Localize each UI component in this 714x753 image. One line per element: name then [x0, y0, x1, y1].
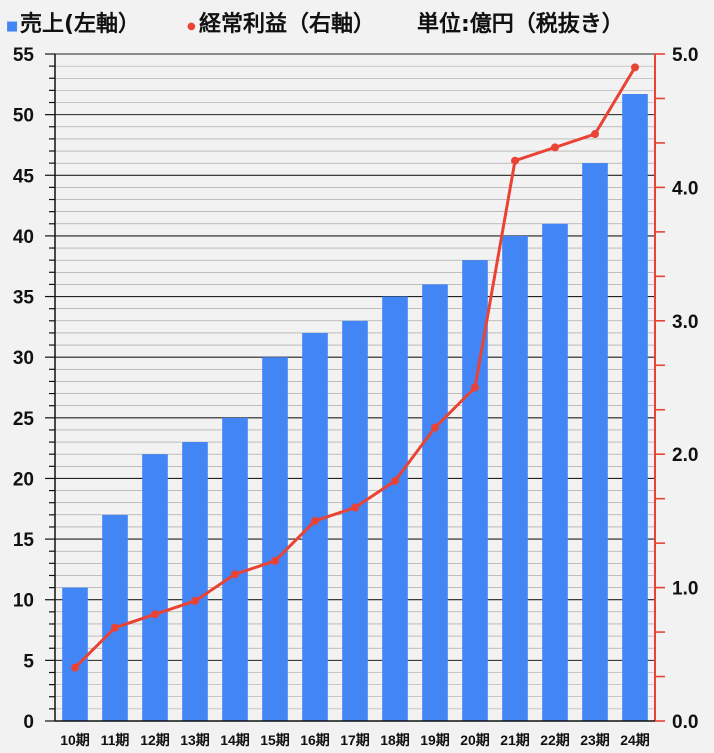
profit-point — [431, 423, 439, 432]
sales-bar — [502, 235, 528, 721]
x-tick-label: 14期 — [220, 732, 250, 748]
profit-line — [71, 63, 639, 672]
right-axis-ticks: 0.0 1.0 2.0 3.0 4.0 5.0 — [655, 45, 698, 733]
legend-profit-label: 経常利益（右軸） — [199, 11, 375, 37]
right-tick-label: 5.0 — [672, 45, 698, 66]
profit-point — [191, 596, 199, 605]
sales-bar — [262, 357, 288, 721]
sales-bar — [62, 587, 88, 721]
x-tick-label: 22期 — [540, 732, 570, 748]
left-tick-label: 35 — [13, 288, 35, 309]
left-axis-ticks: 0 5 10 15 20 25 30 35 40 45 50 55 — [13, 45, 55, 733]
profit-point — [71, 663, 79, 672]
profit-point — [151, 610, 159, 619]
legend: ■ 売上(左軸） ● 経常利益（右軸） 単位:億円（税抜き） — [6, 11, 624, 37]
left-tick-label: 15 — [13, 530, 35, 551]
left-tick-label: 45 — [13, 166, 35, 187]
sales-bar — [182, 442, 208, 721]
left-tick-label: 25 — [13, 409, 35, 430]
sales-bar — [422, 284, 448, 721]
sales-bar — [542, 223, 568, 722]
sales-bar — [222, 417, 248, 721]
profit-point — [511, 156, 519, 165]
right-tick-label: 2.0 — [672, 445, 698, 466]
x-tick-label: 23期 — [580, 732, 610, 748]
axes — [54, 54, 656, 722]
left-tick-label: 40 — [13, 227, 34, 248]
sales-bar — [382, 296, 408, 721]
sales-bar — [302, 332, 328, 721]
x-tick-label: 11期 — [101, 732, 130, 748]
x-tick-label: 18期 — [380, 732, 410, 748]
x-tick-label: 24期 — [620, 732, 650, 748]
x-tick-label: 19期 — [420, 732, 450, 748]
legend-sales-marker: ■ — [6, 19, 18, 34]
profit-point — [311, 516, 319, 525]
x-tick-label: 12期 — [140, 732, 170, 748]
left-tick-label: 50 — [13, 106, 34, 127]
sales-bar — [142, 454, 168, 721]
profit-point — [271, 556, 279, 565]
right-tick-label: 3.0 — [672, 312, 698, 333]
x-tick-label: 21期 — [500, 732, 530, 748]
x-tick-label: 13期 — [180, 732, 210, 748]
x-tick-label: 17期 — [340, 732, 370, 748]
profit-point — [551, 143, 559, 152]
unit-label: 単位:億円（税抜き） — [417, 11, 624, 37]
bars — [62, 94, 648, 722]
profit-point — [351, 503, 359, 512]
legend-sales-label: 売上(左軸） — [20, 11, 140, 37]
x-tick-label: 10期 — [60, 732, 90, 748]
left-tick-label: 0 — [23, 712, 34, 733]
x-tick-label: 20期 — [460, 732, 490, 748]
sales-bar — [102, 514, 128, 721]
left-tick-label: 55 — [13, 45, 35, 66]
left-tick-label: 10 — [13, 591, 34, 612]
right-tick-label: 4.0 — [672, 178, 698, 199]
legend-profit-marker: ● — [187, 21, 196, 32]
left-tick-label: 20 — [13, 469, 34, 490]
sales-bar — [582, 163, 608, 722]
x-tick-label: 16期 — [300, 732, 330, 748]
left-tick-label: 30 — [13, 348, 34, 369]
profit-point — [391, 476, 399, 485]
left-tick-label: 5 — [23, 651, 34, 672]
sales-bar — [342, 320, 368, 721]
profit-point — [231, 570, 239, 579]
sales-bar — [622, 94, 648, 721]
profit-point — [591, 130, 599, 139]
right-tick-label: 0.0 — [672, 712, 698, 733]
profit-point — [471, 383, 479, 392]
x-tick-label: 15期 — [260, 732, 290, 748]
x-axis-labels: 10期 11期 12期 13期 14期 15期 16期 17期 18期 19期 20期 21期 22期 2… — [60, 732, 650, 748]
profit-point — [631, 63, 639, 72]
right-tick-label: 1.0 — [672, 579, 698, 600]
profit-point — [111, 623, 119, 632]
